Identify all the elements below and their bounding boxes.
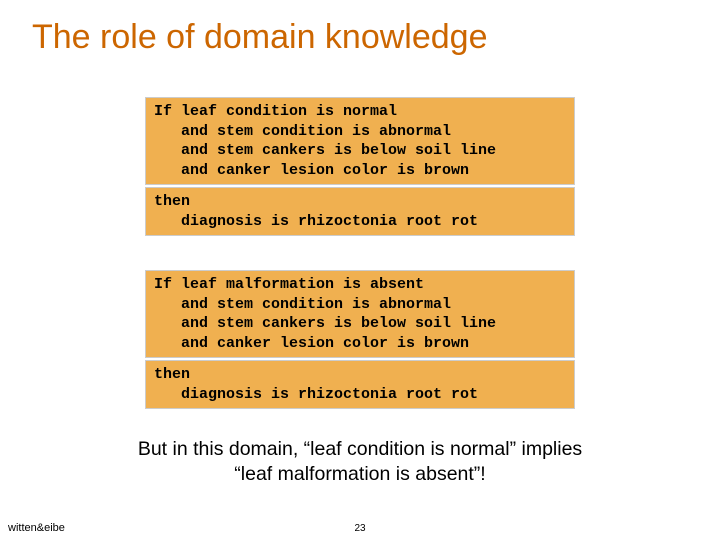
rule-line: and canker lesion color is brown [154, 161, 566, 181]
page-number: 23 [354, 523, 365, 534]
rule-line: and stem condition is abnormal [154, 295, 566, 315]
rule2-if-block: If leaf malformation is absent and stem … [145, 270, 575, 358]
slide-title: The role of domain knowledge [0, 0, 720, 57]
rule-line: then [154, 365, 566, 385]
rule-line: and stem cankers is below soil line [154, 314, 566, 334]
rule1-then-block: then diagnosis is rhizoctonia root rot [145, 187, 575, 236]
implication-text: But in this domain, “leaf condition is n… [0, 437, 720, 488]
attribution: witten&eibe [8, 522, 65, 534]
rule-line: and stem condition is abnormal [154, 122, 566, 142]
rule-line: diagnosis is rhizoctonia root rot [154, 385, 566, 405]
rule-line: and stem cankers is below soil line [154, 141, 566, 161]
rule-line: If leaf condition is normal [154, 102, 566, 122]
implication-line2: “leaf malformation is absent”! [0, 462, 720, 487]
rule2-then-block: then diagnosis is rhizoctonia root rot [145, 360, 575, 409]
implication-line1: But in this domain, “leaf condition is n… [0, 437, 720, 462]
rule-line: and canker lesion color is brown [154, 334, 566, 354]
rule-line: then [154, 192, 566, 212]
rule-line: If leaf malformation is absent [154, 275, 566, 295]
rule1-if-block: If leaf condition is normal and stem con… [145, 97, 575, 185]
rule-line: diagnosis is rhizoctonia root rot [154, 212, 566, 232]
